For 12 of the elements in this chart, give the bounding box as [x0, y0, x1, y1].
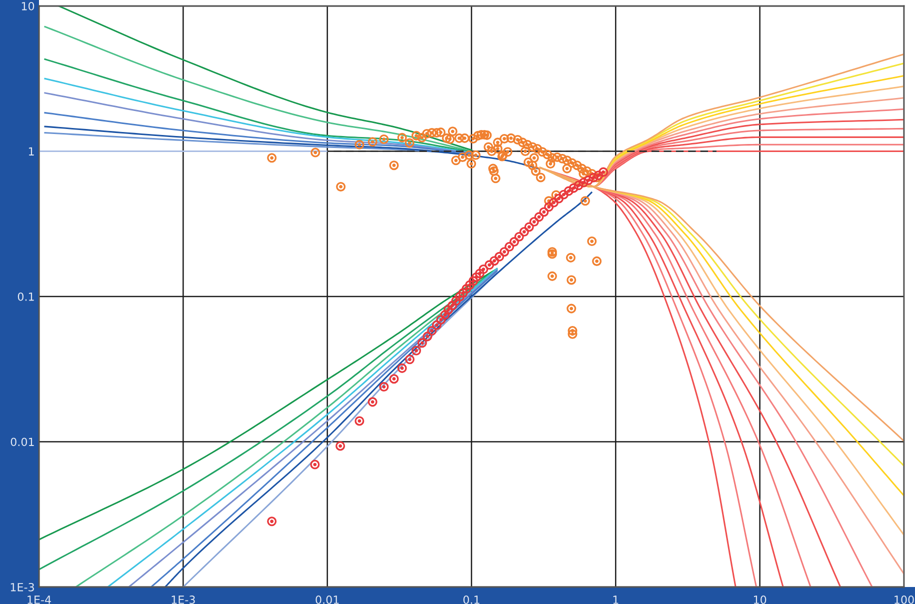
x-tick-label: 0.01 [316, 596, 339, 604]
x-tick-label: 1E-3 [172, 596, 195, 604]
y-tick-label: 0.1 [18, 292, 34, 301]
y-tick-label: 1 [28, 147, 34, 156]
x-tick-label: 1 [613, 596, 618, 604]
x-tick-label: 100 [894, 596, 914, 604]
y-tick-label: 1E-3 [10, 582, 34, 592]
x-tick-label: 1E-4 [28, 596, 51, 604]
x-tick-label: 0.1 [463, 596, 480, 604]
x-tick-label: 10 [754, 596, 766, 604]
y-tick-label: 0.01 [10, 438, 34, 446]
y-tick-label: 10 [22, 2, 34, 10]
